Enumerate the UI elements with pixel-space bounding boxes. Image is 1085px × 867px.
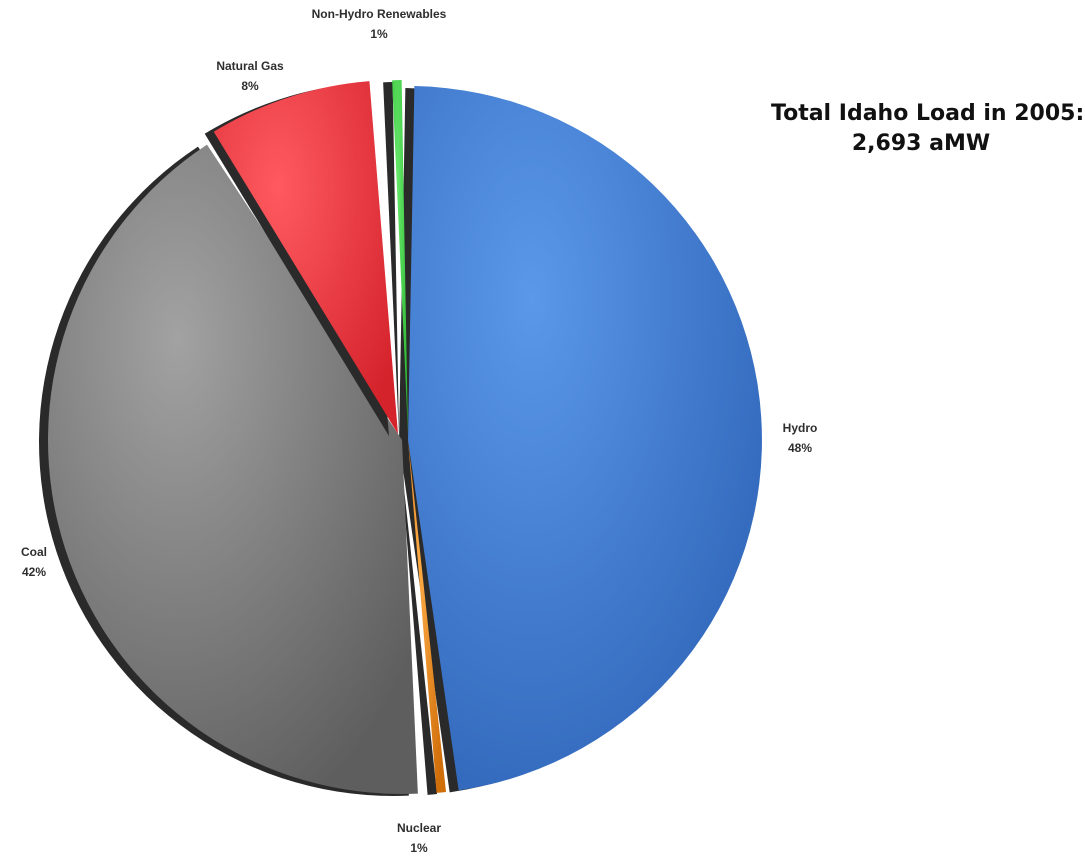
slice-label-nuclear-name: Nuclear: [397, 821, 441, 835]
slice-label-non-hydro-renewables: Non-Hydro Renewables 1%: [312, 7, 447, 41]
slice-label-hydro: Hydro 48%: [783, 421, 818, 455]
chart-title: Total Idaho Load in 2005: 2,693 aMW: [771, 99, 1085, 159]
pie-slice-non-hydro-renewables: [392, 80, 408, 434]
slice-label-non-hydro-renewables-name: Non-Hydro Renewables: [312, 7, 447, 21]
pie-slice-hydro: [408, 86, 762, 791]
slice-label-nuclear-value: 1%: [410, 841, 428, 855]
slice-label-coal: Coal 42%: [21, 545, 47, 579]
slice-label-coal-value: 42%: [22, 565, 46, 579]
slice-label-natural-gas: Natural Gas 8%: [216, 59, 284, 93]
slice-label-nuclear: Nuclear 1%: [397, 821, 441, 855]
chart-title-line: Total Idaho Load in 2005:: [771, 101, 1085, 126]
pie-slice-nuclear: [408, 440, 447, 793]
pie-slice-coal: [48, 144, 418, 794]
slice-label-natural-gas-value: 8%: [241, 79, 259, 93]
slice-label-hydro-name: Hydro: [783, 421, 818, 435]
slice-label-natural-gas-name: Natural Gas: [216, 59, 284, 73]
slice-label-non-hydro-renewables-value: 1%: [370, 27, 388, 41]
pie-slice-non-hydro-renewables-side: [383, 82, 399, 436]
slices-layer: [39, 80, 762, 796]
chart-subtitle: 2,693 aMW: [851, 131, 991, 156]
slice-label-coal-name: Coal: [21, 545, 47, 559]
pie-slice-natural-gas: [213, 81, 398, 434]
pie-slice-nuclear-side: [399, 442, 438, 795]
slice-label-hydro-value: 48%: [788, 441, 812, 455]
labels-layer: Hydro 48% Nuclear 1% Coal 42% Natural Gas 8% Non…: [21, 7, 817, 855]
